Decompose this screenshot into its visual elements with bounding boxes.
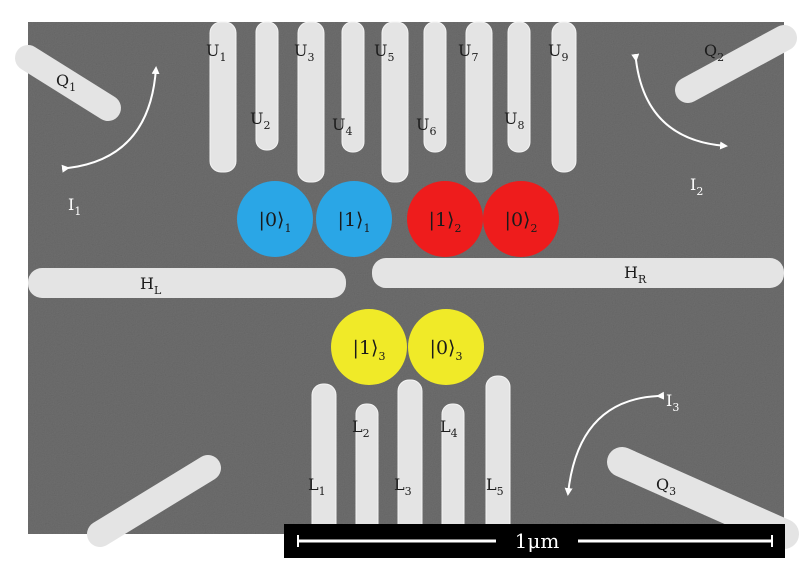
label-I1: I1 bbox=[68, 195, 81, 218]
label-HR: HR bbox=[624, 263, 647, 286]
dot-0-3: |0⟩3 bbox=[408, 309, 484, 385]
gate-U7 bbox=[465, 21, 493, 183]
label-U9: U9 bbox=[548, 41, 568, 64]
label-L2: L2 bbox=[352, 417, 370, 440]
dot-0-3-state: 0 bbox=[436, 337, 448, 359]
label-Q3: Q3 bbox=[656, 475, 676, 498]
dot-1-1: |1⟩1 bbox=[316, 181, 392, 257]
gate-L3 bbox=[397, 379, 423, 545]
dot-1-1-state: 1 bbox=[344, 209, 356, 231]
dot-0-1-sub: 1 bbox=[284, 222, 291, 235]
gate-U3 bbox=[297, 21, 325, 183]
arrow-Q1-I1 bbox=[61, 66, 160, 173]
gate-U5 bbox=[381, 21, 409, 183]
arrow-Q2-I2 bbox=[631, 53, 728, 150]
dot-0-2: |0⟩2 bbox=[483, 181, 559, 257]
svg-text:|0⟩3: |0⟩3 bbox=[430, 337, 463, 363]
label-U7: U7 bbox=[458, 41, 478, 64]
svg-text:|1⟩1: |1⟩1 bbox=[338, 209, 371, 235]
label-U6: U6 bbox=[416, 115, 436, 138]
quantum-dots: |0⟩1 |1⟩1 |1⟩2 |0⟩2 |1⟩3 |0⟩3 bbox=[237, 181, 559, 385]
horizontal-gates bbox=[28, 258, 784, 298]
gate-U1 bbox=[209, 21, 237, 173]
labels: Q1 Q2 Q3 I1 I2 I3 HL HR U1 U2 U3 U4 U5 U… bbox=[56, 41, 724, 498]
label-U8: U8 bbox=[504, 109, 524, 132]
label-HL: HL bbox=[140, 274, 162, 297]
dot-1-3: |1⟩3 bbox=[331, 309, 407, 385]
gate-U6 bbox=[423, 21, 447, 153]
label-U2: U2 bbox=[250, 109, 270, 132]
arrow-I3-Q3 bbox=[564, 391, 665, 496]
gate-L5 bbox=[485, 375, 511, 545]
label-U5: U5 bbox=[374, 41, 394, 64]
gate-HL bbox=[28, 268, 346, 298]
dot-1-1-sub: 1 bbox=[363, 222, 370, 235]
dot-1-3-sub: 3 bbox=[378, 350, 385, 363]
dot-0-1: |0⟩1 bbox=[237, 181, 313, 257]
gate-U2 bbox=[255, 21, 279, 151]
gate-L1 bbox=[311, 383, 337, 545]
label-L5: L5 bbox=[486, 475, 504, 498]
dot-0-3-sub: 3 bbox=[455, 350, 462, 363]
dot-1-3-state: 1 bbox=[359, 337, 371, 359]
label-Q1: Q1 bbox=[56, 71, 76, 94]
gate-HR bbox=[372, 258, 784, 288]
label-L3: L3 bbox=[394, 475, 412, 498]
dot-1-2-sub: 2 bbox=[454, 222, 461, 235]
svg-text:|0⟩2: |0⟩2 bbox=[505, 209, 538, 235]
upper-gates bbox=[209, 21, 577, 183]
label-U4: U4 bbox=[332, 115, 352, 138]
label-I2: I2 bbox=[690, 175, 703, 198]
label-I3: I3 bbox=[666, 391, 679, 414]
lead-bottom-left bbox=[87, 455, 221, 547]
label-U3: U3 bbox=[294, 41, 314, 64]
arrows bbox=[61, 53, 728, 496]
gate-U4 bbox=[341, 21, 365, 153]
dot-1-2: |1⟩2 bbox=[407, 181, 483, 257]
label-L4: L4 bbox=[440, 417, 458, 440]
label-U1: U1 bbox=[206, 41, 226, 64]
label-L1: L1 bbox=[308, 475, 326, 498]
scale-bar: 1μm bbox=[284, 524, 785, 558]
scale-bar-label: 1μm bbox=[515, 529, 560, 553]
dot-0-2-state: 0 bbox=[511, 209, 523, 231]
dot-0-2-sub: 2 bbox=[530, 222, 537, 235]
dot-0-1-state: 0 bbox=[265, 209, 277, 231]
gate-U9 bbox=[551, 21, 577, 173]
label-Q2: Q2 bbox=[704, 41, 724, 64]
dot-1-2-state: 1 bbox=[435, 209, 447, 231]
gate-U8 bbox=[507, 21, 531, 153]
